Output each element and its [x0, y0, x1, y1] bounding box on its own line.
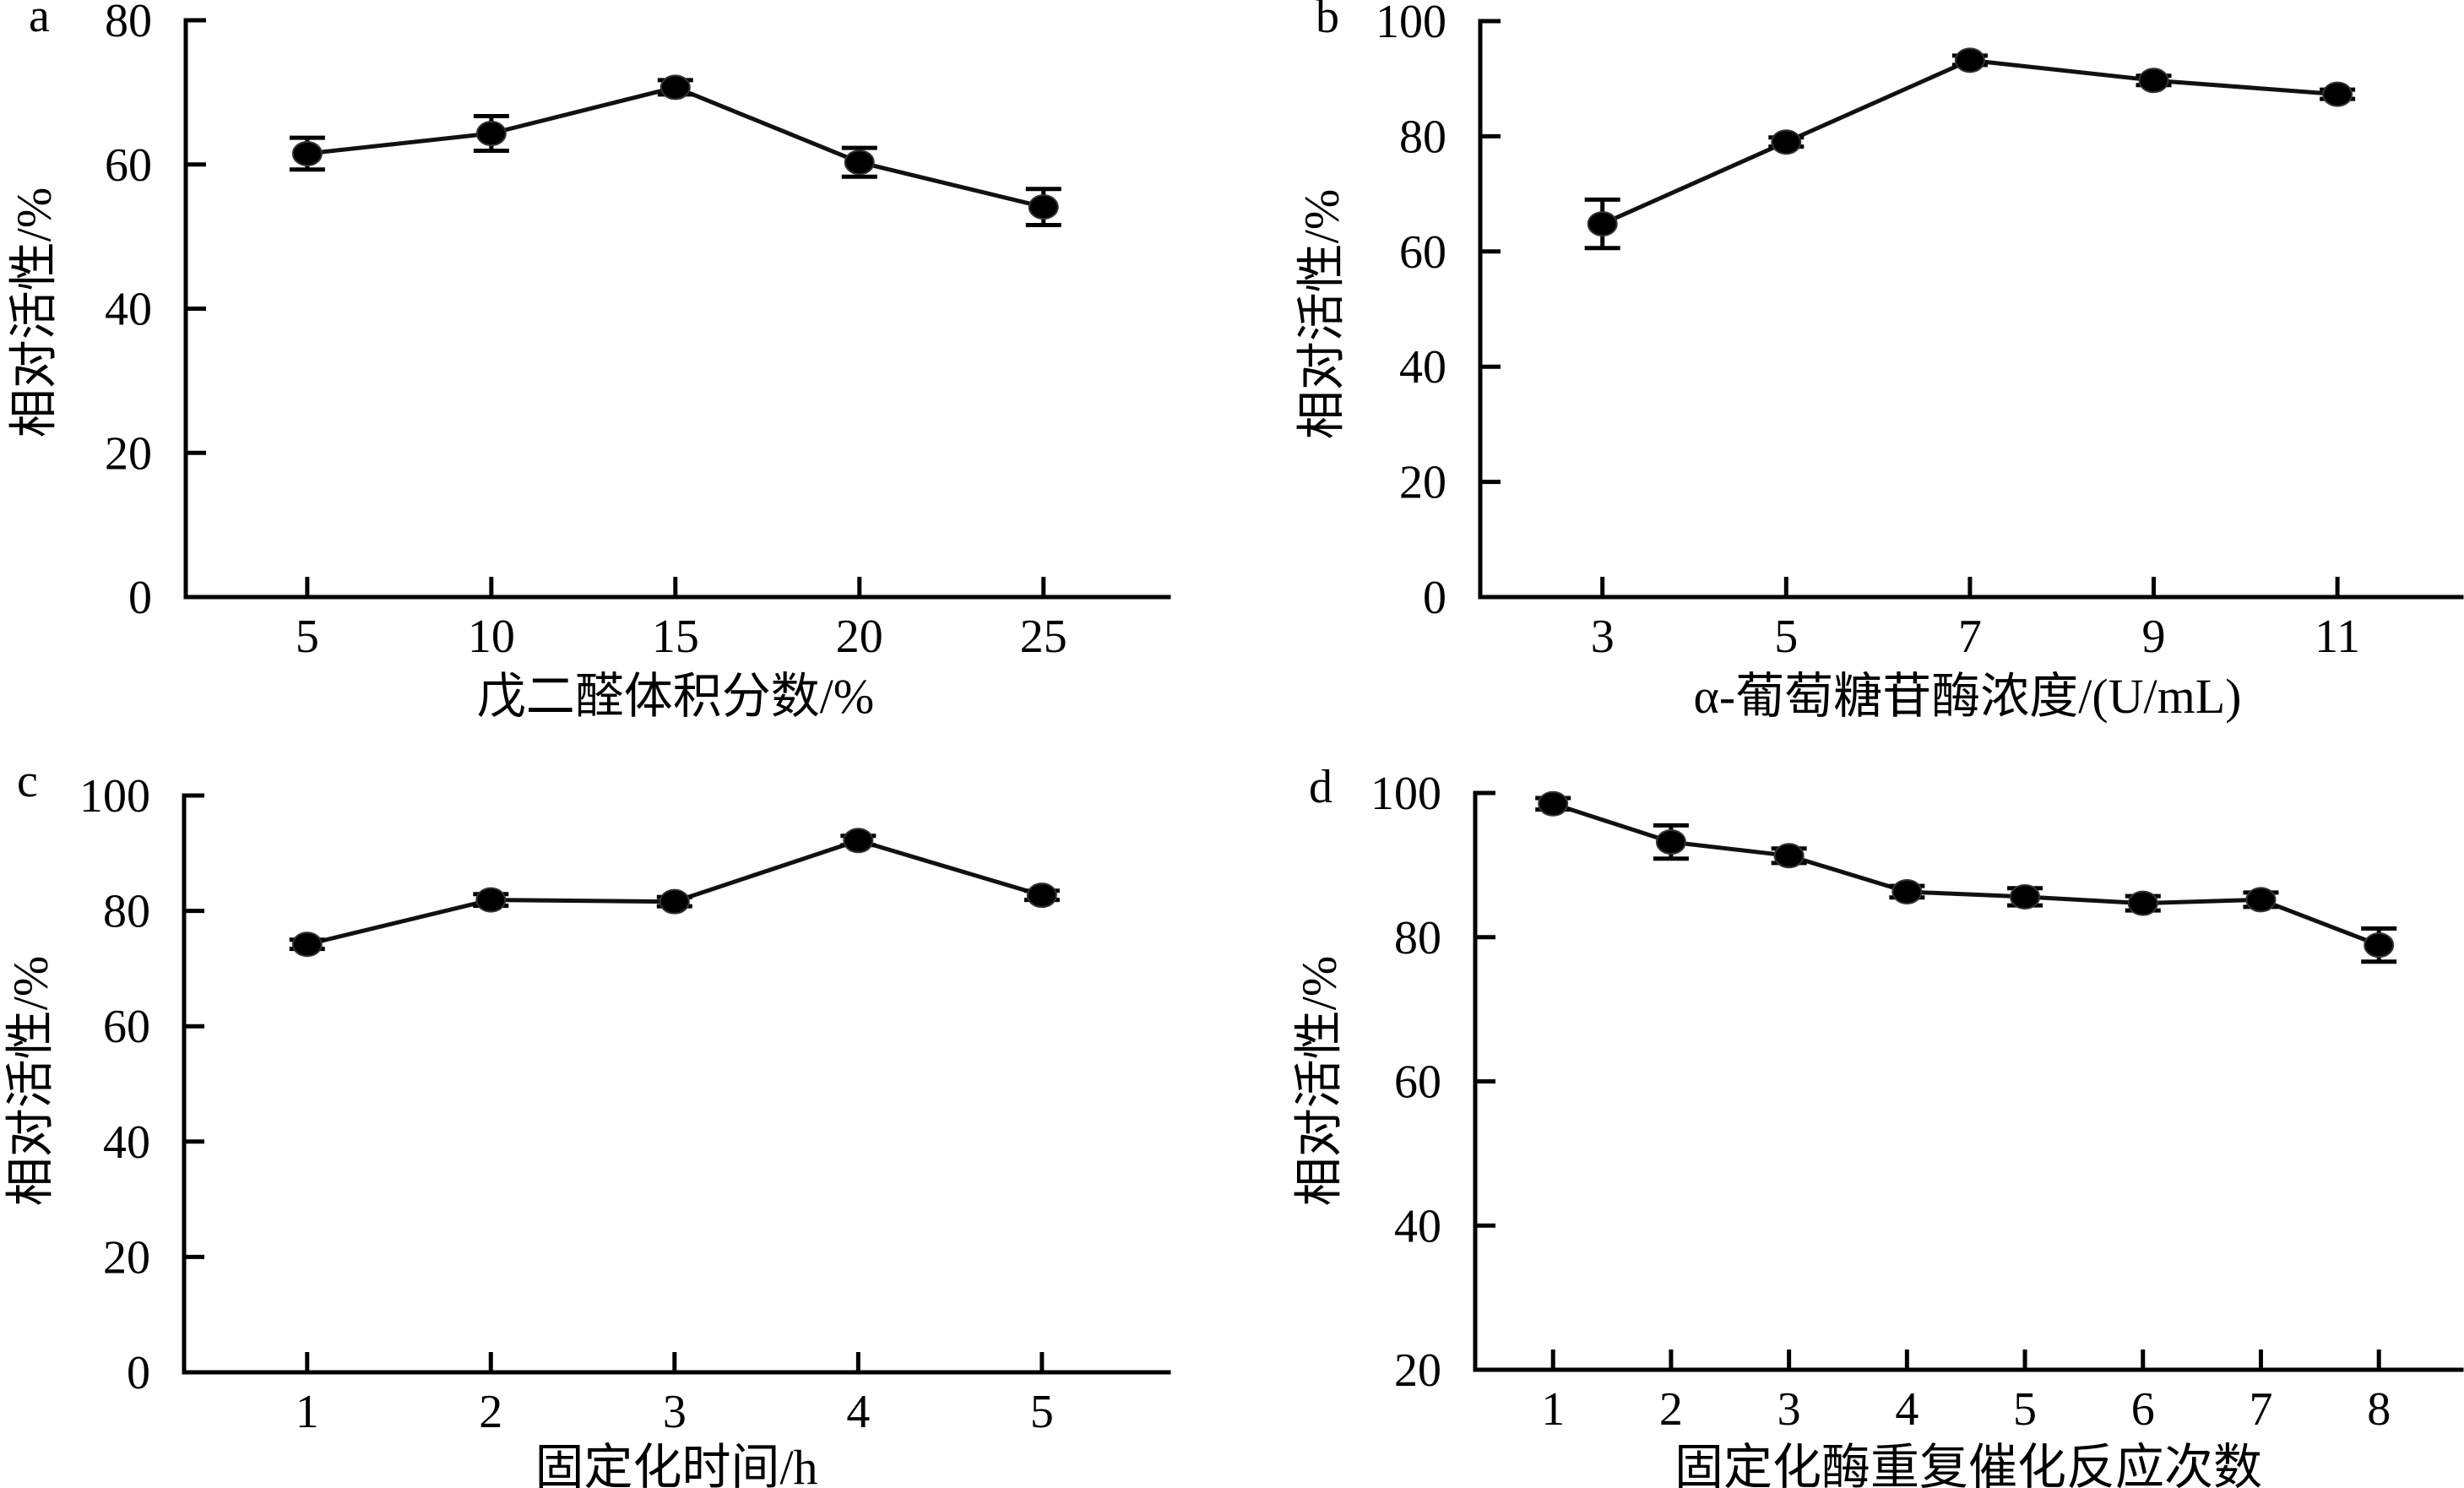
- x-tick-label: 20: [836, 611, 883, 663]
- y-tick-label: 20: [1399, 457, 1446, 509]
- data-point: [2138, 68, 2169, 94]
- plot-area: 0 20 40 60 80 100 1 2 3 4 5: [79, 770, 1171, 1438]
- panel-letter: a: [29, 0, 50, 42]
- x-tick-label: 3: [1777, 1383, 1801, 1436]
- y-tick-label: 100: [1370, 768, 1441, 820]
- x-tick-label: 25: [1020, 611, 1067, 663]
- y-tick-label: 40: [105, 284, 152, 336]
- series-line: [307, 84, 1045, 209]
- data-point: [1655, 829, 1686, 855]
- y-tick-label: 0: [127, 1347, 150, 1399]
- data-point: [1773, 843, 1805, 869]
- panel-letter: c: [17, 755, 38, 807]
- x-tick-label: 7: [2249, 1383, 2272, 1436]
- series-line: [1552, 801, 2380, 948]
- data-point: [2127, 890, 2158, 916]
- y-tick-label: 20: [1394, 1344, 1441, 1397]
- y-tick-label: 80: [1399, 111, 1446, 163]
- x-tick-label: 9: [2142, 611, 2166, 663]
- x-tick-label: 1: [1541, 1383, 1565, 1436]
- x-tick-label: 2: [479, 1386, 502, 1438]
- data-point: [659, 888, 690, 915]
- x-tick-label: 3: [663, 1386, 687, 1438]
- data-point: [1771, 129, 1802, 155]
- panel-d: d 固定化酶重复催化反应次数 相对活性/% 20 40 60 80 100 1 2 3 4 5 6 7…: [1292, 761, 2464, 1488]
- x-axis-title: 固定化时间/h: [535, 1440, 817, 1488]
- y-axis-title: 相对活性/%: [1294, 189, 1349, 439]
- y-tick-label: 0: [128, 572, 152, 624]
- data-point: [1538, 790, 1569, 817]
- data-point: [475, 887, 507, 913]
- x-tick-label: 4: [1895, 1383, 1919, 1436]
- data-point: [2364, 932, 2395, 959]
- x-tick-label: 5: [1774, 611, 1798, 663]
- x-axis-title: 固定化酶重复催化反应次数: [1674, 1440, 2262, 1488]
- y-tick-label: 60: [105, 139, 152, 192]
- y-tick-label: 60: [1394, 1056, 1441, 1109]
- data-point: [2245, 887, 2277, 913]
- y-tick-label: 40: [103, 1116, 150, 1169]
- data-point: [1028, 194, 1059, 220]
- data-point: [1587, 211, 1618, 237]
- data-point: [1891, 878, 1923, 904]
- plot-area: 20 40 60 80 100 1 2 3 4 5 6 7 8: [1370, 768, 2464, 1436]
- data-point: [1026, 882, 1057, 909]
- y-tick-label: 60: [1399, 226, 1446, 279]
- y-axis-title: 相对活性/%: [3, 956, 58, 1206]
- data-point: [843, 828, 874, 854]
- data-point: [291, 140, 323, 166]
- data-point: [844, 149, 875, 176]
- x-tick-label: 6: [2131, 1383, 2155, 1436]
- y-tick-label: 20: [105, 427, 152, 480]
- x-tick-label: 11: [2315, 611, 2360, 663]
- data-point: [2010, 883, 2041, 910]
- data-point: [2322, 81, 2353, 107]
- y-tick-label: 40: [1394, 1200, 1441, 1252]
- y-tick-label: 0: [1423, 572, 1446, 624]
- panel-letter: b: [1316, 0, 1339, 43]
- x-tick-label: 4: [846, 1386, 870, 1438]
- x-tick-label: 8: [2367, 1383, 2391, 1436]
- x-tick-label: 3: [1591, 611, 1615, 663]
- panel-a: a 戊二醛体积分数/% 相对活性/% 0 20 40 60 80 5 10 15 20 25: [7, 0, 1171, 724]
- x-tick-label: 5: [2013, 1383, 2037, 1436]
- x-tick-label: 7: [1958, 611, 1982, 663]
- x-tick-label: 5: [1030, 1386, 1054, 1438]
- x-tick-label: 5: [296, 611, 319, 663]
- panel-letter: d: [1309, 761, 1332, 813]
- panel-c: c 固定化时间/h 相对活性/% 0 20 40 60 80 100 1 2 3 4 5: [3, 755, 1171, 1488]
- panel-b: b α-葡萄糖苷酶浓度/(U/mL) 相对活性/% 0 20 40 60 80 100 3 5…: [1294, 0, 2464, 724]
- y-axis-title: 相对活性/%: [7, 187, 62, 437]
- y-tick-label: 20: [103, 1231, 150, 1284]
- plot-area: 0 20 40 60 80 100 3 5 7 9 11: [1376, 0, 2464, 663]
- y-tick-label: 80: [105, 0, 152, 47]
- series-line: [1601, 57, 2338, 226]
- y-axis-title: 相对活性/%: [1292, 956, 1347, 1206]
- data-point: [1954, 47, 1985, 73]
- x-tick-label: 1: [296, 1386, 319, 1438]
- data-point: [659, 74, 691, 100]
- y-tick-label: 100: [79, 770, 150, 823]
- x-tick-label: 15: [652, 611, 699, 663]
- data-point: [475, 121, 507, 147]
- y-tick-label: 80: [103, 886, 150, 938]
- x-axis-title: 戊二醛体积分数/%: [477, 669, 874, 724]
- y-tick-label: 100: [1376, 0, 1446, 48]
- plot-area: 0 20 40 60 80 5 10 15 20 25: [105, 0, 1171, 663]
- data-point: [291, 931, 323, 958]
- y-tick-label: 40: [1399, 341, 1446, 394]
- x-axis-title: α-葡萄糖苷酶浓度/(U/mL): [1694, 669, 2242, 724]
- y-tick-label: 60: [103, 1001, 150, 1053]
- x-tick-label: 2: [1659, 1383, 1683, 1436]
- x-tick-label: 10: [468, 611, 515, 663]
- y-tick-label: 80: [1394, 912, 1441, 964]
